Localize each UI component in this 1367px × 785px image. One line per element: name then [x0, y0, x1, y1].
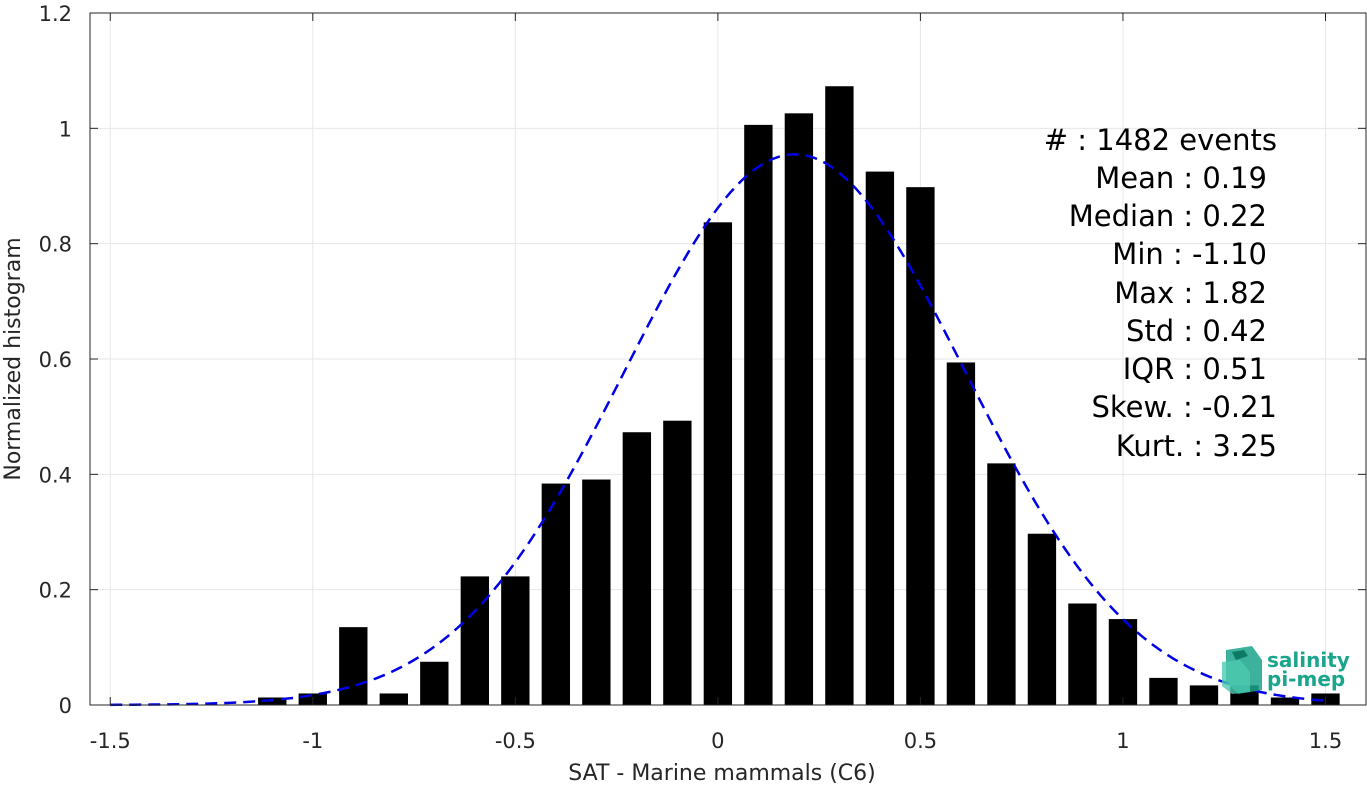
salinity-pi-mep-logo: salinity pi-mep — [1222, 646, 1350, 694]
stats-line-skew: Skew. : -0.21 — [1091, 390, 1277, 424]
normal-fit-curve — [110, 153, 1326, 707]
stats-box: # : 1482 events Mean : 0.19 Median : 0.2… — [1044, 123, 1277, 463]
logo-text-salinity: salinity — [1267, 648, 1350, 672]
logo-emblem-icon — [1222, 646, 1262, 694]
y-tick-label: 0.2 — [39, 579, 72, 603]
x-tick-label: 0.5 — [904, 729, 937, 753]
x-axis-title: SAT - Marine mammals (C6) — [568, 761, 876, 785]
histogram-bar — [744, 124, 773, 705]
logo-text-pi-mep: pi-mep — [1267, 667, 1345, 691]
histogram-bar — [906, 187, 935, 706]
histogram-bar — [1189, 685, 1219, 705]
histogram-bar — [420, 661, 449, 705]
histogram-bar — [946, 362, 976, 705]
stats-line-max: Max : 1.82 — [1114, 276, 1267, 310]
histogram-bar — [582, 479, 611, 705]
stats-line-std: Std : 0.42 — [1126, 314, 1267, 348]
histogram-bar — [1027, 533, 1057, 705]
histogram-bar — [1149, 677, 1178, 705]
y-tick-label: 1.2 — [39, 2, 72, 26]
stats-line-kurt: Kurt. : 3.25 — [1116, 429, 1277, 463]
y-axis-title: Normalized histogram — [1, 237, 26, 480]
x-tick-label: -0.5 — [495, 729, 536, 753]
histogram-bar — [460, 576, 490, 705]
histogram-bars — [258, 86, 1340, 706]
histogram-bar — [784, 113, 814, 706]
histogram-bar — [865, 171, 895, 706]
y-tick-label: 1 — [59, 117, 72, 141]
x-tick-label: -1 — [302, 729, 323, 753]
histogram-bar — [703, 222, 733, 705]
histogram-bar — [541, 483, 571, 705]
axis-ticks — [90, 12, 1366, 706]
stats-line-count: # : 1482 events — [1044, 123, 1277, 157]
y-tick-labels: 0 0.2 0.4 0.6 0.8 1 1.2 — [39, 2, 72, 718]
x-tick-label: 0 — [711, 729, 724, 753]
y-tick-label: 0 — [59, 694, 72, 718]
x-tick-label: 1 — [1116, 729, 1129, 753]
y-tick-label: 0.6 — [39, 348, 72, 372]
stats-line-min: Min : -1.10 — [1112, 237, 1267, 271]
stats-line-mean: Mean : 0.19 — [1095, 161, 1267, 195]
x-tick-label: -1.5 — [90, 729, 131, 753]
y-tick-label: 0.8 — [39, 233, 72, 257]
histogram-bar — [1270, 697, 1300, 705]
stats-line-median: Median : 0.22 — [1069, 199, 1267, 233]
histogram-bar — [825, 86, 854, 705]
histogram-bar — [1068, 603, 1097, 705]
y-tick-label: 0.4 — [39, 463, 72, 487]
histogram-bar — [987, 463, 1016, 705]
histogram-bar — [501, 576, 530, 705]
x-tick-label: 1.5 — [1309, 729, 1342, 753]
stats-line-iqr: IQR : 0.51 — [1123, 352, 1267, 386]
histogram-bar — [622, 432, 652, 705]
histogram-bar — [379, 693, 408, 705]
x-tick-labels: -1.5 -1 -0.5 0 0.5 1 1.5 — [90, 729, 1342, 753]
histogram-bar — [339, 627, 368, 705]
histogram-bar — [663, 420, 692, 705]
histogram-bar — [1108, 619, 1138, 705]
